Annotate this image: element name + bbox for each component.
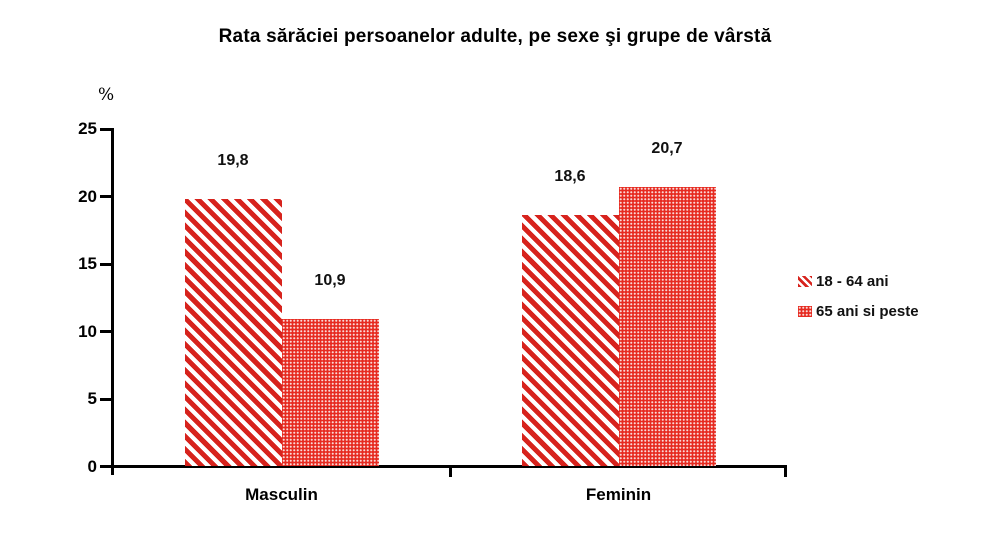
legend-swatch-stripes-icon (798, 275, 812, 287)
legend-item-18-64: 18 - 64 ani (798, 270, 988, 292)
y-tick-label: 10 (78, 321, 97, 341)
y-axis-tick (100, 330, 113, 333)
value-label: 10,9 (314, 272, 346, 290)
y-axis-tick (100, 195, 113, 198)
y-axis-tick (100, 127, 113, 131)
legend-label: 18 - 64 ani (816, 272, 889, 290)
legend-label: 65 ani si peste (816, 302, 919, 320)
y-tick-label: 5 (87, 389, 97, 408)
y-axis-tick (100, 397, 113, 401)
y-axis-tick (100, 262, 113, 266)
bar-masculin-stripes (184, 199, 282, 467)
y-tick-label: 20 (78, 186, 97, 206)
category-label: Masculin (245, 485, 318, 504)
bar-feminin-stripes (521, 215, 619, 467)
y-axis (111, 128, 114, 475)
y-tick-label: 15 (78, 254, 97, 273)
x-axis-tick (448, 466, 452, 477)
legend-swatch-dots-icon (798, 305, 812, 317)
category-label: Feminin (585, 485, 652, 504)
legend-item-65-plus: 65 ani si peste (798, 300, 988, 322)
bar-masculin-dots (281, 319, 379, 467)
y-tick-label: 25 (78, 119, 97, 138)
value-label: 20,7 (651, 140, 683, 158)
y-tick-label: 0 (87, 456, 97, 476)
y-axis-unit-label: % (98, 85, 115, 105)
chart-title: Rata sărăciei persoanelor adulte, pe sex… (218, 26, 772, 47)
x-axis-tick (784, 466, 787, 477)
legend: 18 - 64 ani 65 ani si peste (798, 270, 988, 330)
value-label: 19,8 (217, 152, 249, 170)
y-axis-tick (100, 465, 113, 468)
bar-feminin-dots (618, 187, 716, 467)
value-label: 18,6 (554, 168, 586, 186)
